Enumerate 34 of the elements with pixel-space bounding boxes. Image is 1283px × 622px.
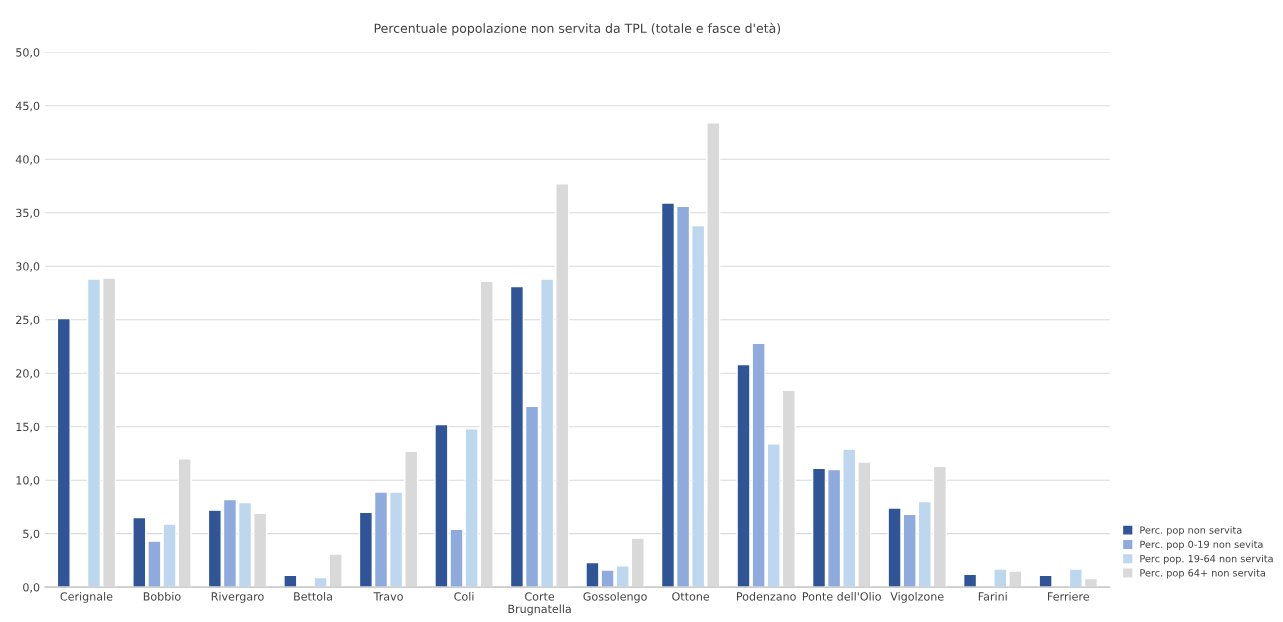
y-tick-label: 10,0 (16, 476, 40, 486)
y-tick-label: 50,0 (16, 48, 40, 58)
y-tick-label: 15,0 (16, 422, 40, 433)
y-tick-label: 45,0 (15, 101, 40, 112)
bar (283, 574, 298, 588)
bar (962, 573, 978, 588)
legend-label: Perc pop. 19-64 non servita (1140, 554, 1273, 565)
x-tick-label: Farini (978, 592, 1007, 601)
bar (56, 317, 71, 588)
legend-label: Perc. pop non servita (1140, 526, 1242, 536)
y-tick-label: 25,0 (16, 315, 40, 326)
x-tick-label: Ottone (672, 592, 710, 601)
x-tick-label: Bobbio (143, 592, 181, 601)
x-tick-label: Podenzano (737, 592, 796, 601)
chart-title: Percentuale popolazione non servita da TPL (totale e fasce d'età) (374, 22, 781, 36)
y-tick-label: 40,0 (15, 155, 40, 165)
bar (1038, 574, 1053, 588)
x-tick-label: Travo (373, 592, 403, 601)
y-tick-label: 5,0 (23, 529, 40, 540)
y-tick-label: 20,0 (16, 369, 40, 379)
x-tick-label: Ponte dell'Olio (802, 592, 881, 601)
y-tick-label: 35,0 (16, 208, 40, 219)
x-tick-label: Cerignale (60, 592, 113, 603)
y-tick-label: 0,0 (23, 583, 40, 593)
legend-label: Perc. pop 0-19 non sevita (1140, 540, 1263, 550)
y-tick-label: 30,0 (16, 262, 40, 272)
legend-label: Perc. pop 64+ non servita (1140, 569, 1265, 579)
x-tick-label: Corte Brugnatella (508, 592, 571, 616)
x-tick-label: Rivergaro (211, 592, 264, 603)
x-tick-label: Vigolzone (890, 592, 944, 603)
x-tick-label: Bettola (294, 592, 332, 601)
x-tick-label: Ferriere (1048, 592, 1089, 601)
x-tick-label: Gossolengo (583, 592, 647, 603)
x-tick-label: Coli (454, 592, 474, 601)
